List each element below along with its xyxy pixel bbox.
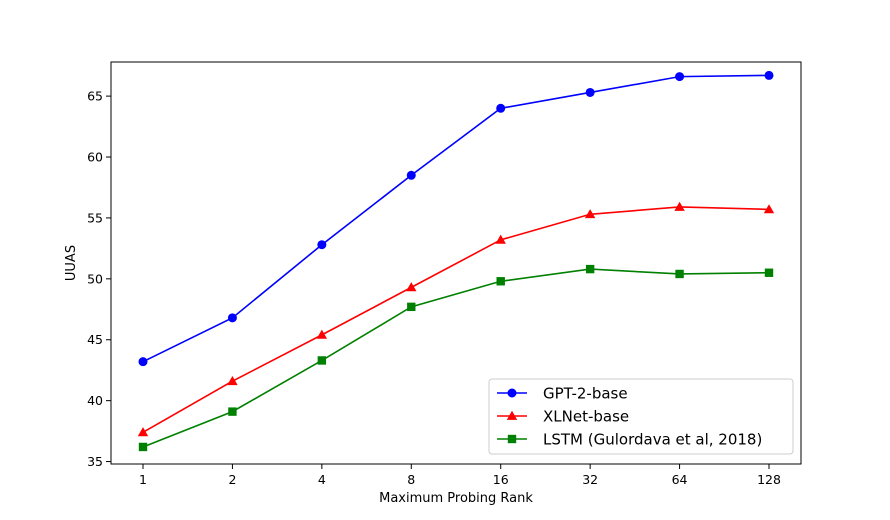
x-tick-label: 128: [757, 472, 781, 487]
legend-label: LSTM (Gulordava et al, 2018): [543, 431, 762, 449]
legend-label: XLNet-base: [543, 408, 629, 426]
x-tick-label: 32: [582, 472, 598, 487]
legend-marker: [507, 388, 517, 398]
legend-box: [488, 378, 794, 455]
data-point: [407, 302, 416, 312]
data-point: [316, 329, 328, 339]
data-point: [137, 427, 149, 437]
y-tick-label: 45: [87, 332, 103, 347]
plot-frame: [110, 61, 802, 465]
data-point: [675, 269, 684, 279]
x-tick-label: 8: [407, 472, 415, 487]
data-point: [228, 407, 237, 416]
series-1: [137, 201, 775, 437]
data-point: [227, 375, 238, 386]
y-tick-label: 50: [87, 271, 103, 286]
x-tick-label: 1: [139, 472, 147, 487]
series-line: [142, 206, 770, 434]
data-point: [406, 170, 416, 180]
y-tick-label: 35: [87, 454, 103, 469]
series-line: [142, 268, 770, 448]
data-point: [317, 356, 327, 365]
legend-item: XLNet-base: [497, 408, 629, 426]
y-tick-label: 60: [87, 150, 103, 165]
x-tick-label: 4: [318, 472, 326, 487]
series-layer: [137, 70, 775, 452]
series-line: [142, 74, 770, 363]
data-point: [138, 442, 148, 452]
y-tick-label: 40: [87, 393, 103, 408]
data-point: [227, 313, 237, 323]
data-point: [138, 357, 148, 367]
data-point: [584, 209, 596, 219]
series-0: [138, 70, 774, 367]
legend-marker: [506, 410, 518, 420]
data-point: [585, 264, 595, 274]
legend-label: GPT-2-base: [543, 385, 628, 403]
legend-item: LSTM (Gulordava et al, 2018): [497, 431, 762, 449]
y-axis: 35 40 45 50 55 60 65: [87, 89, 111, 469]
data-point: [496, 277, 505, 286]
x-axis: 1 2 4 8 16 32 64 128: [139, 464, 781, 487]
legend: GPT-2-base XLNet-base LSTM (Gulordava et a…: [488, 378, 794, 455]
x-tick-label: 2: [228, 472, 236, 487]
y-tick-label: 65: [87, 89, 103, 104]
x-tick-label: 64: [672, 472, 688, 487]
x-axis-label: Maximum Probing Rank: [379, 491, 533, 506]
data-point: [764, 70, 774, 80]
data-point: [317, 240, 327, 250]
legend-item: GPT-2-base: [497, 385, 628, 403]
series-2: [138, 264, 774, 452]
legend-marker: [507, 434, 517, 444]
data-point: [495, 234, 506, 244]
data-point: [585, 87, 595, 97]
data-point: [496, 103, 506, 113]
data-point: [675, 72, 685, 82]
data-point: [764, 268, 774, 277]
data-point: [763, 204, 775, 214]
x-tick-label: 16: [493, 472, 509, 487]
data-point: [406, 282, 417, 292]
y-axis-label: UUAS: [64, 245, 79, 281]
y-tick-label: 55: [87, 210, 103, 225]
data-point: [674, 201, 685, 211]
